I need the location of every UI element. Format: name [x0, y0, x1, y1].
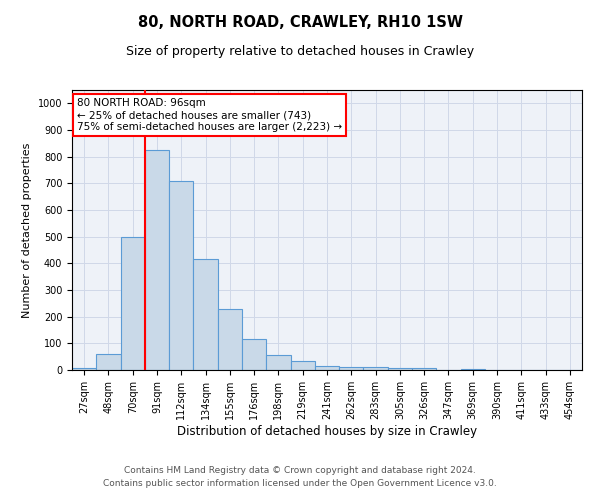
Bar [388, 368, 412, 370]
Bar [193, 260, 218, 370]
Bar [364, 367, 388, 370]
Bar [461, 368, 485, 370]
Text: Contains HM Land Registry data © Crown copyright and database right 2024.
Contai: Contains HM Land Registry data © Crown c… [103, 466, 497, 487]
Text: Size of property relative to detached houses in Crawley: Size of property relative to detached ho… [126, 45, 474, 58]
Y-axis label: Number of detached properties: Number of detached properties [22, 142, 32, 318]
X-axis label: Distribution of detached houses by size in Crawley: Distribution of detached houses by size … [177, 424, 477, 438]
Text: 80 NORTH ROAD: 96sqm
← 25% of detached houses are smaller (743)
75% of semi-deta: 80 NORTH ROAD: 96sqm ← 25% of detached h… [77, 98, 342, 132]
Bar [169, 180, 193, 370]
Bar [121, 236, 145, 370]
Bar [242, 340, 266, 370]
Bar [339, 366, 364, 370]
Bar [266, 355, 290, 370]
Bar [290, 361, 315, 370]
Bar [218, 309, 242, 370]
Text: 80, NORTH ROAD, CRAWLEY, RH10 1SW: 80, NORTH ROAD, CRAWLEY, RH10 1SW [137, 15, 463, 30]
Bar [72, 368, 96, 370]
Bar [315, 366, 339, 370]
Bar [145, 150, 169, 370]
Bar [412, 368, 436, 370]
Bar [96, 354, 121, 370]
